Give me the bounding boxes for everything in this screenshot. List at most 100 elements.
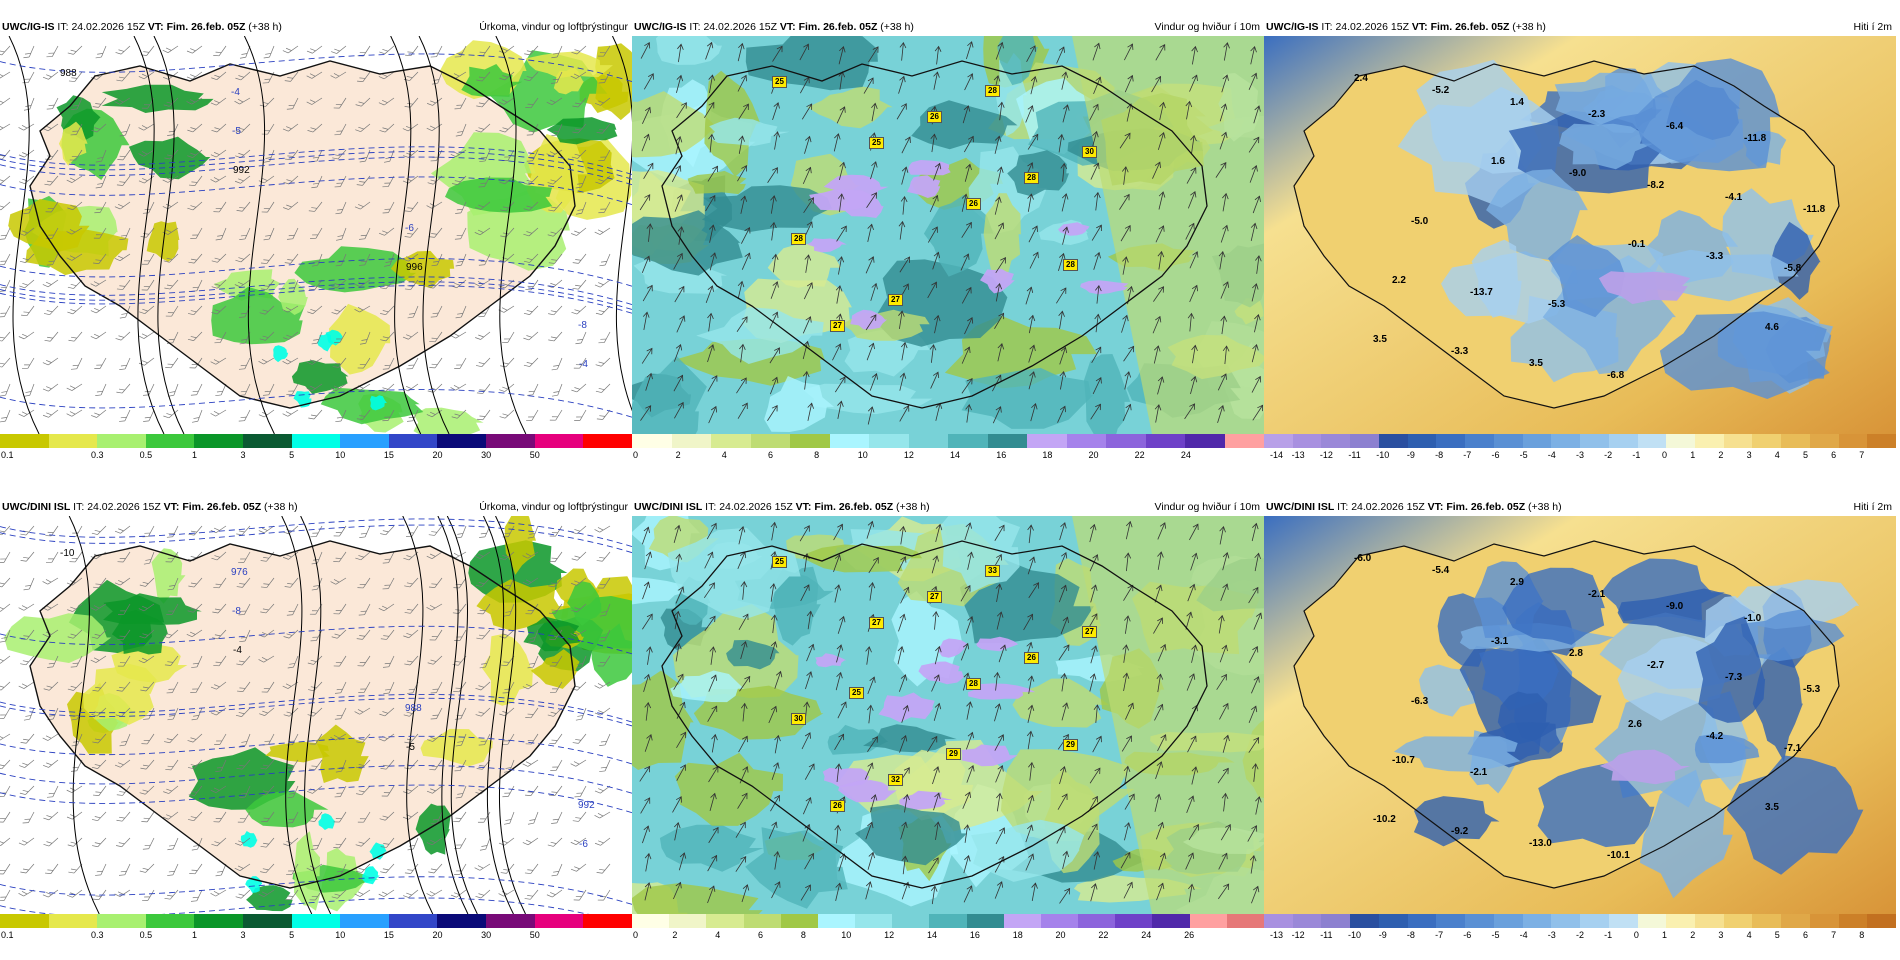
temperature-label: 2.4 [1354, 73, 1368, 84]
colorbar-swatch [751, 434, 791, 448]
colorbar-swatch [194, 914, 243, 928]
colorbar-swatch [1027, 434, 1067, 448]
temperature-label: -5.2 [1432, 85, 1450, 96]
it-value: 24.02.2026 15Z [1335, 21, 1409, 33]
lead-time: (+38 h) [896, 501, 930, 513]
colorbar-tick-label: 20 [433, 928, 443, 942]
it-value: 24.02.2026 15Z [71, 21, 145, 33]
colorbar-tick-label: -11 [1320, 928, 1332, 942]
colorbar-swatch [1227, 914, 1264, 928]
gust-label: 30 [1082, 146, 1097, 158]
gust-label: 27 [830, 320, 845, 332]
colorbar-swatch [1695, 914, 1724, 928]
map-canvas: 2.41.6-0.14.6-5.2-9.0-3.33.51.4-8.2-5.8-… [1264, 36, 1896, 434]
contour-label: -10 [60, 548, 75, 559]
colorbar-tick-label: -5 [1491, 928, 1499, 942]
colorbar-tick-label: -10 [1376, 448, 1389, 462]
colorbar-tick-label: 1 [192, 928, 197, 942]
gust-label: 32 [888, 774, 903, 786]
colorbar-swatch [1115, 914, 1152, 928]
colorbar-swatch [1609, 434, 1638, 448]
colorbar-tick-label: 16 [996, 448, 1006, 462]
colorbar-swatch [486, 434, 535, 448]
colorbar-swatch [632, 434, 672, 448]
colorbar-swatch [1004, 914, 1041, 928]
colorbar-swatch [1609, 914, 1638, 928]
colorbar-tick-label: 6 [1803, 928, 1808, 942]
model-name: UWC/DINI ISL [1266, 501, 1334, 513]
colorbar-tick-label: -1 [1604, 928, 1612, 942]
colorbar-tick-label: 4 [1747, 928, 1752, 942]
gust-label: 26 [830, 800, 845, 812]
colorbar-swatch [535, 434, 584, 448]
gust-label: 26 [1024, 652, 1039, 664]
it-value: 24.02.2026 15Z [87, 501, 161, 513]
vt-label: VT: [1412, 21, 1428, 33]
colorbar-swatch [1225, 434, 1265, 448]
colorbar-swatch [146, 914, 195, 928]
temperature-label: -5.0 [1411, 216, 1429, 227]
gust-label: 27 [1082, 626, 1097, 638]
colorbar-tick-label: 26 [1184, 928, 1194, 942]
gust-label: 33 [985, 565, 1000, 577]
colorbar-swatch [97, 914, 146, 928]
it-label: IT: [1337, 501, 1348, 513]
colorbar-tick-label: 5 [1775, 928, 1780, 942]
colorbar-tick-label: 20 [1089, 448, 1099, 462]
panel-dini-precip: UWC/DINI ISL IT: 24.02.2026 15Z VT: Fim.… [0, 498, 632, 960]
temperature-label: 2.6 [1628, 719, 1642, 730]
colorbar-swatch [1867, 434, 1896, 448]
colorbar-swatch [1494, 914, 1523, 928]
colorbar-tick-label: -12 [1320, 448, 1333, 462]
colorbar-swatch [1067, 434, 1107, 448]
colorbar-swatch [583, 434, 632, 448]
gust-label: 27 [927, 591, 942, 603]
gust-label: 27 [888, 294, 903, 306]
gust-label: 26 [966, 198, 981, 210]
colorbar-tick-label: 5 [289, 448, 294, 462]
colorbar-tick-label: -6 [1491, 448, 1499, 462]
temperature-label: -5.3 [1548, 299, 1566, 310]
colorbar-tick-label: -8 [1407, 928, 1415, 942]
colorbar-swatch [1408, 434, 1437, 448]
colorbar-tick-label: 4 [722, 448, 727, 462]
colorbar-tick-label: -2 [1604, 448, 1612, 462]
colorbar-swatch [706, 914, 743, 928]
colorbar-tick-label: 0 [1662, 448, 1667, 462]
temperature-label: -6.4 [1666, 121, 1684, 132]
gust-label: 25 [869, 137, 884, 149]
colorbar-tick-label: 8 [814, 448, 819, 462]
colorbar-swatch [1523, 914, 1552, 928]
colorbar-tick-label: 12 [904, 448, 914, 462]
temperature-label: -8.2 [1647, 180, 1665, 191]
colorbar-swatch [1523, 434, 1552, 448]
colorbar-tick-label: -11 [1348, 448, 1360, 462]
colorbar-swatch [1867, 914, 1896, 928]
panel-header: UWC/IG-IS IT: 24.02.2026 15Z VT: Fim. 26… [632, 18, 1264, 36]
colorbar-swatch [1724, 434, 1753, 448]
temperature-label: -11.8 [1803, 204, 1826, 215]
panel-dini-temp: UWC/DINI ISL IT: 24.02.2026 15Z VT: Fim.… [1264, 498, 1896, 960]
vt-label: VT: [148, 21, 164, 33]
colorbar-tick-label: 15 [384, 928, 394, 942]
colorbar-tick-label: 50 [530, 448, 540, 462]
colorbar-swatch [967, 914, 1004, 928]
colorbar-swatch [1106, 434, 1146, 448]
colorbar-swatch [1041, 914, 1078, 928]
it-value: 24.02.2026 15Z [1351, 501, 1425, 513]
panel-header: UWC/IG-IS IT: 24.02.2026 15Z VT: Fim. 26… [1264, 18, 1896, 36]
colorbar-swatch [1580, 434, 1609, 448]
it-label: IT: [57, 21, 68, 33]
gust-label: 26 [927, 111, 942, 123]
colorbar-swatch [292, 914, 341, 928]
colorbar-swatch [97, 434, 146, 448]
panel-title: Úrkoma, vindur og loftþrýstingur [479, 18, 628, 36]
colorbar-tick-label: -3 [1576, 448, 1584, 462]
colorbar-tick-label: -9 [1379, 928, 1387, 942]
lead-time: (+38 h) [880, 21, 914, 33]
colorbar [632, 434, 1264, 448]
colorbar-tick-label: 6 [1831, 448, 1836, 462]
temperature-label: 1.4 [1510, 97, 1524, 108]
